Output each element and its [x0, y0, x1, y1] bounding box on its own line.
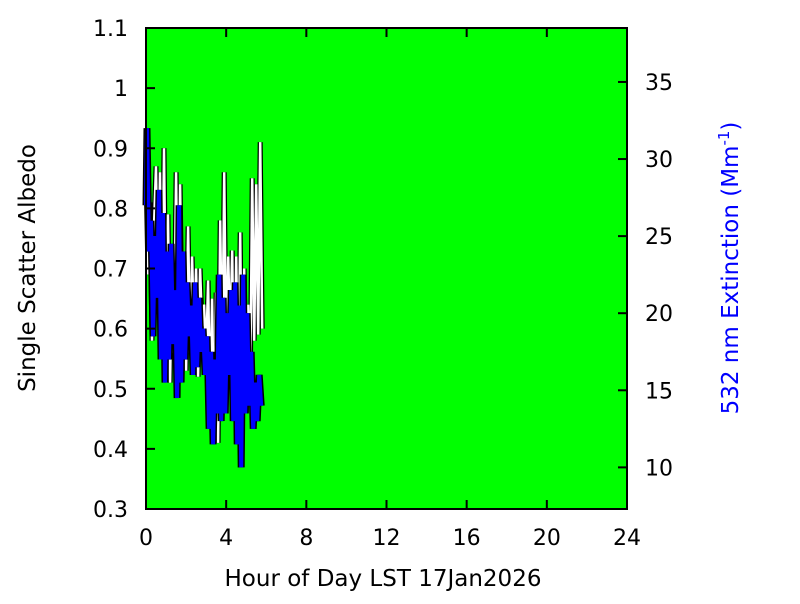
y2-tick-label: 15	[645, 379, 673, 404]
x-axis-title: Hour of Day LST 17Jan2026	[225, 566, 542, 592]
y-tick-label: 0.6	[93, 318, 128, 343]
y-tick-label: 0.4	[93, 438, 128, 463]
ticks-layer: 0 4 8 12 16 20 24 0.3 0.4 0.5 0.6 0.7 0.8 0.9 1 1.1 10 15…	[93, 17, 673, 551]
y2-tick-label: 30	[645, 148, 673, 173]
y-axis-title: Single Scatter Albedo	[15, 144, 41, 392]
y2-axis-title-sup: -1	[715, 131, 733, 146]
y2-tick-label: 10	[645, 456, 673, 481]
y-tick-label: 0.5	[93, 378, 128, 403]
x-tick-label: 24	[613, 526, 641, 551]
x-tick-label: 20	[533, 526, 561, 551]
x-tick-label: 12	[373, 526, 401, 551]
y2-tick-label: 25	[645, 225, 673, 250]
y2-axis-title: 532 nm Extinction (Mm-1)	[715, 122, 744, 415]
x-tick-label: 0	[139, 526, 153, 551]
y2-axis-title-main: 532 nm Extinction (Mm	[718, 146, 744, 415]
x-tick-label: 4	[219, 526, 233, 551]
y-tick-label: 0.8	[93, 197, 128, 222]
series-1-line	[144, 128, 264, 468]
y-tick-label: 1	[114, 77, 128, 102]
y2-axis-title-close: )	[718, 122, 744, 131]
series-layer	[142, 128, 265, 468]
y-tick-label: 1.1	[93, 17, 128, 42]
y-tick-label: 0.3	[93, 498, 128, 523]
x-tick-label: 16	[453, 526, 481, 551]
y-tick-label: 0.9	[93, 137, 128, 162]
y2-tick-label: 20	[645, 302, 673, 327]
y-tick-label: 0.7	[93, 258, 128, 283]
y2-tick-label: 35	[645, 71, 673, 96]
x-tick-label: 8	[299, 526, 313, 551]
